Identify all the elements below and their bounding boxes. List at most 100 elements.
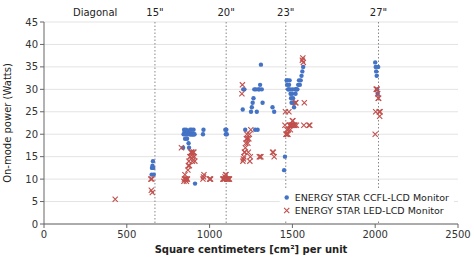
x-tick-label: 500	[117, 229, 136, 240]
point	[187, 145, 191, 149]
point	[260, 101, 264, 105]
point	[270, 150, 275, 155]
y-tick-label: 20	[25, 129, 38, 140]
point	[227, 177, 232, 182]
point	[295, 87, 299, 91]
y-tick-label: 30	[25, 84, 38, 95]
point	[283, 154, 287, 158]
x-tick-label: 2000	[362, 229, 387, 240]
point	[207, 177, 212, 182]
point	[151, 159, 155, 163]
legend: ENERGY STAR CCFL-LCD MonitorENERGY STAR …	[280, 188, 454, 220]
point	[255, 128, 259, 132]
legend-marker	[285, 195, 289, 199]
point	[255, 110, 259, 114]
point	[192, 159, 197, 164]
point	[192, 132, 196, 136]
point	[287, 78, 291, 82]
point	[149, 177, 154, 182]
point	[286, 109, 291, 114]
annotation: 15"	[146, 7, 163, 18]
point	[148, 177, 153, 182]
y-tick	[40, 44, 44, 45]
y-tick-label: 35	[25, 61, 38, 72]
point	[185, 137, 189, 141]
grid-line	[44, 66, 458, 67]
chart: 05101520253035404505001000150020002500Sq…	[0, 0, 474, 258]
point	[293, 92, 297, 96]
point	[192, 132, 196, 136]
point	[376, 96, 381, 101]
x-tick	[126, 224, 127, 228]
point	[113, 197, 118, 202]
point	[374, 69, 378, 73]
point	[207, 177, 212, 182]
y-tick	[40, 22, 44, 23]
point	[300, 69, 304, 73]
point	[224, 132, 228, 136]
point	[258, 154, 263, 159]
series	[149, 60, 380, 186]
y-tick	[40, 156, 44, 157]
y-axis-label: On-mode power (Watts)	[2, 63, 13, 183]
grid-line	[44, 134, 458, 135]
point	[179, 145, 184, 150]
point	[291, 96, 295, 100]
point	[193, 181, 197, 185]
point	[223, 128, 227, 132]
point	[191, 150, 196, 155]
point	[208, 177, 213, 182]
x-axis-label: Square centimeters [cm²] per unit	[155, 244, 348, 255]
grid-line	[44, 89, 458, 90]
point	[226, 177, 231, 182]
grid-line	[44, 224, 458, 225]
annotation: 20"	[217, 7, 234, 18]
point	[294, 123, 299, 128]
x-tick-label: 1500	[280, 229, 305, 240]
y-tick	[40, 179, 44, 180]
y-tick	[40, 111, 44, 112]
point	[374, 87, 379, 92]
point	[258, 154, 263, 159]
point	[239, 91, 244, 96]
point	[151, 166, 155, 170]
point	[306, 123, 311, 128]
point	[272, 154, 277, 159]
point	[373, 132, 378, 137]
point	[152, 172, 156, 176]
point	[298, 78, 302, 82]
legend-background	[280, 188, 454, 220]
y-tick-label: 10	[25, 174, 38, 185]
point	[249, 110, 253, 114]
annotation: Diagonal	[73, 7, 117, 18]
point	[301, 123, 306, 128]
point	[376, 65, 380, 69]
point	[293, 100, 298, 105]
point	[201, 128, 205, 132]
point	[245, 141, 250, 146]
point	[294, 87, 298, 91]
x-tick	[44, 224, 45, 228]
point	[241, 107, 245, 111]
point	[247, 132, 252, 137]
reference-line	[154, 22, 155, 224]
y-tick	[40, 134, 44, 135]
x-tick	[209, 224, 210, 228]
y-tick-label: 40	[25, 39, 38, 50]
x-tick	[458, 224, 459, 228]
point	[271, 150, 276, 155]
point	[270, 105, 274, 109]
point	[307, 123, 312, 128]
point	[375, 92, 379, 96]
point	[285, 132, 290, 137]
grid-line	[44, 179, 458, 180]
x-tick-label: 2500	[445, 229, 470, 240]
point	[293, 100, 298, 105]
y-tick-label: 25	[25, 106, 38, 117]
y-tick-label: 0	[32, 219, 38, 230]
y-tick-label: 45	[25, 17, 38, 28]
annotation: 23"	[277, 7, 294, 18]
point	[282, 168, 286, 172]
point	[258, 83, 262, 87]
point	[184, 177, 189, 182]
